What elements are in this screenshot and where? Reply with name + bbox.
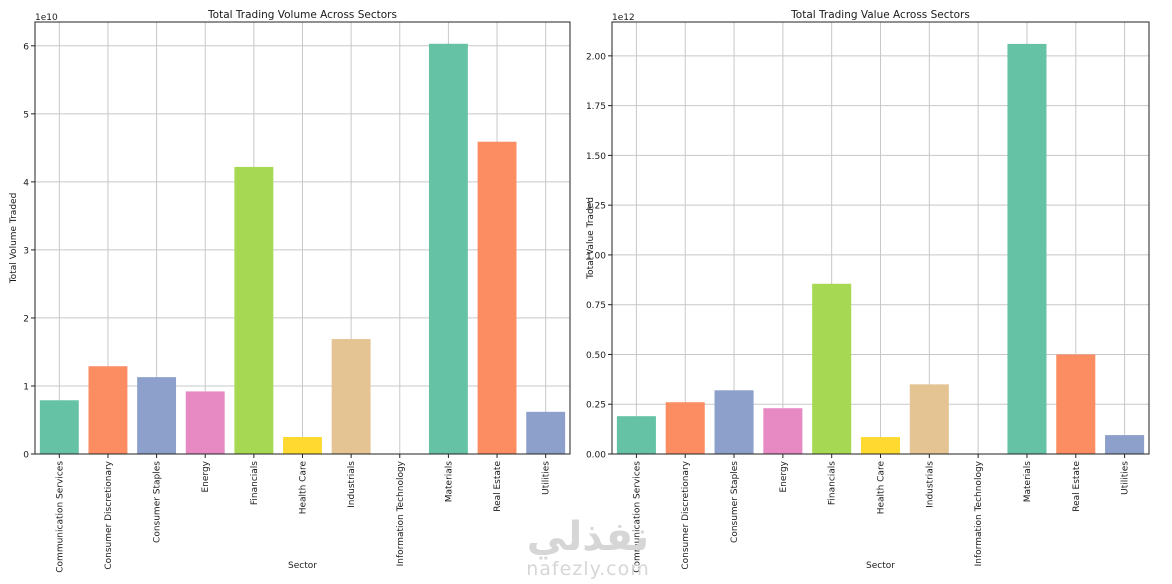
bar-industrials	[909, 384, 949, 454]
y-tick-label: 1.00	[586, 251, 606, 261]
y-tick-label: 2.00	[586, 52, 606, 62]
bar-consumer-discretionary	[665, 402, 705, 454]
x-axis-label: Sector	[288, 561, 317, 571]
chart-panel-1: 0 1 2 3 4 5 6 Communication Services Consumer Di…	[9, 9, 571, 573]
watermark: نفذلي nafezly.com	[518, 515, 658, 579]
y-tick-label: 1.50	[586, 152, 606, 162]
x-tick-label: Health Care	[877, 461, 887, 515]
bar-utilities	[1105, 435, 1145, 454]
y-axis-label: Total Volume Traded	[9, 193, 19, 285]
x-tick-label: Consumer Staples	[730, 461, 740, 543]
y-tick-label: 0	[23, 451, 29, 461]
bar-financials	[812, 283, 852, 454]
x-tick-label: Energy	[201, 460, 211, 492]
x-tick-label: Consumer Staples	[153, 461, 163, 543]
y-tick-label: 0.75	[586, 301, 606, 311]
x-tick-label: Energy	[779, 460, 789, 492]
y-axis-label: Total Value Traded	[586, 197, 596, 280]
x-tick-label: Industrials	[925, 461, 935, 508]
bar-materials	[428, 43, 468, 454]
x-tick-label: Utilities	[1121, 461, 1131, 495]
x-axis-label: Sector	[866, 561, 895, 571]
x-tick-label: Consumer Discretionary	[681, 460, 691, 569]
chart-title: Total Trading Volume Across Sectors	[207, 9, 397, 21]
bar-communication-services	[616, 416, 656, 454]
bar-real-estate	[477, 141, 517, 455]
bar-materials	[1007, 43, 1047, 454]
bar-consumer-staples	[137, 377, 177, 454]
x-tick-label: Information Technology	[974, 460, 984, 566]
bar-utilities	[526, 411, 566, 454]
y-tick-label: 6	[23, 42, 29, 52]
bar-health-care	[283, 436, 322, 454]
y-offset-label: 1e10	[35, 13, 58, 23]
y-offset-label: 1e12	[612, 13, 635, 23]
watermark-latin-text: nafezly.com	[526, 558, 650, 580]
y-tick-label: 1.25	[586, 202, 606, 212]
x-tick-label: Materials	[444, 461, 454, 503]
x-tick-label: Health Care	[299, 461, 309, 515]
x-tick-label: Financials	[250, 461, 260, 505]
y-tick-label: 0.25	[586, 401, 606, 411]
x-tick-label: Utilities	[542, 461, 552, 495]
chart-panel-2: 0.00 0.25 0.50 0.75 1.00 1.25 1.50 1.75 2.00 Comm…	[586, 9, 1150, 573]
y-tick-label: 0.50	[586, 351, 606, 361]
y-tick-label: 1.75	[586, 102, 606, 112]
bar-energy	[185, 391, 225, 454]
x-tick-label: Financials	[828, 461, 838, 505]
y-tick-label: 1	[23, 382, 29, 392]
y-tick-label: 5	[23, 110, 29, 120]
x-tick-label: Real Estate	[1072, 461, 1082, 512]
x-tick-label: Information Technology	[396, 460, 406, 566]
chart-title: Total Trading Value Across Sectors	[790, 9, 970, 21]
bar-communication-services	[39, 400, 79, 454]
bar-real-estate	[1056, 354, 1096, 454]
y-tick-label: 3	[23, 246, 29, 256]
bar-health-care	[860, 437, 901, 454]
bar-consumer-discretionary	[88, 366, 128, 454]
y-tick-label: 2	[23, 314, 29, 324]
x-tick-label: Communication Services	[632, 461, 642, 573]
bar-energy	[763, 408, 803, 454]
x-tick-label: Real Estate	[493, 461, 503, 512]
x-tick-label: Communication Services	[55, 461, 65, 573]
y-tick-label: 4	[23, 178, 29, 188]
bar-financials	[234, 166, 274, 454]
x-tick-label: Materials	[1023, 461, 1033, 503]
bar-industrials	[331, 339, 371, 454]
x-tick-label: Consumer Discretionary	[104, 460, 114, 569]
bar-consumer-staples	[714, 390, 754, 454]
watermark-arabic-text: نفذلي	[526, 514, 650, 560]
x-tick-label: Industrials	[347, 461, 357, 508]
y-tick-label: 0.00	[586, 451, 606, 461]
